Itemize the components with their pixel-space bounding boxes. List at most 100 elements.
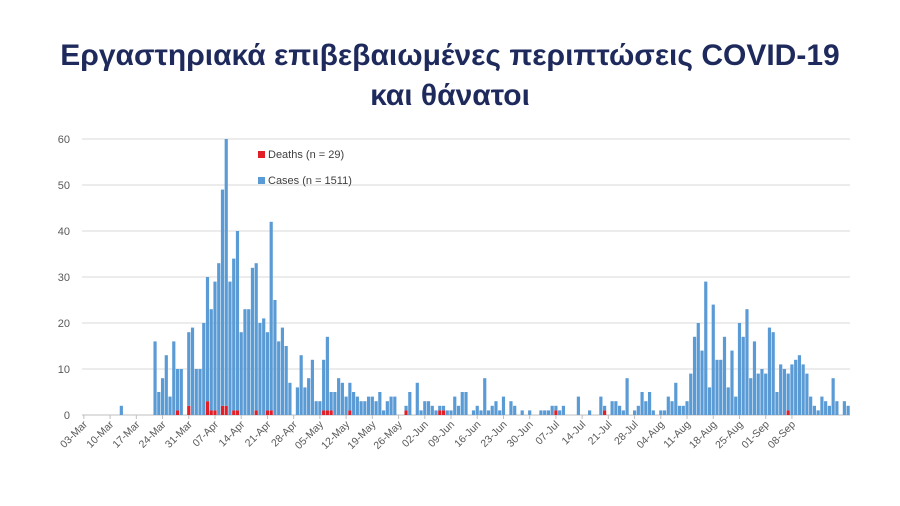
x-tick-label: 10-Mar (84, 418, 116, 450)
bar-cases (247, 309, 251, 415)
bar-cases (273, 300, 277, 415)
bar-cases (228, 281, 232, 415)
y-axis: 0 10 20 30 40 50 60 (58, 134, 70, 422)
bar-cases (719, 359, 723, 415)
bar-cases (217, 263, 221, 415)
bar-cases (265, 332, 270, 411)
legend: Deaths (n = 29) Cases (n = 1511) (258, 149, 352, 187)
bar-cases (647, 392, 652, 415)
bar-cases (352, 392, 356, 415)
legend-label: Deaths (n = 29) (268, 149, 344, 161)
bar-cases (340, 382, 344, 415)
bar-cases (794, 359, 798, 415)
x-tick-label: 08-Sep (766, 419, 799, 452)
bar-cases (651, 410, 655, 415)
bar-cases (337, 378, 341, 415)
bar-cases (490, 405, 494, 415)
bar-cases (404, 405, 408, 411)
x-tick-label: 14-Jul (560, 419, 589, 448)
bar-cases (333, 392, 337, 415)
bar-cases (322, 359, 326, 411)
bar-cases (415, 382, 419, 415)
bar-deaths (175, 410, 180, 415)
bar-cases (232, 258, 236, 411)
bar-deaths (235, 410, 240, 415)
bar-cases (681, 405, 685, 415)
bar-cases (752, 341, 757, 415)
bar-cases (550, 405, 554, 415)
bar-cases (359, 401, 363, 415)
bar-cases (475, 405, 479, 415)
bar-cases (498, 410, 502, 415)
bar-cases (632, 410, 637, 415)
bar-cases (696, 323, 700, 415)
bar-cases (175, 369, 180, 411)
bar-cases (674, 382, 678, 415)
bar-cases (299, 355, 303, 415)
bar-deaths (786, 410, 790, 415)
bar-cases (190, 327, 195, 415)
x-tick-label: 24-Mar (137, 418, 169, 450)
y-tick-label: 40 (58, 226, 70, 238)
y-tick-label: 20 (58, 318, 70, 330)
bar-deaths (232, 410, 236, 415)
bar-cases (239, 332, 243, 415)
bar-cases (790, 364, 794, 415)
bar-cases (659, 410, 663, 415)
y-tick-label: 10 (58, 364, 70, 376)
bar-cases (756, 373, 760, 415)
x-tick-label: 09-Jun (426, 419, 457, 450)
bar-cases (539, 410, 543, 415)
bar-cases (168, 396, 172, 415)
y-tick-label: 30 (58, 272, 70, 284)
bar-cases (393, 396, 397, 415)
bar-cases (220, 189, 225, 406)
bar-cases (378, 392, 382, 415)
x-tick-label: 02-Jun (400, 419, 431, 450)
bar-deaths (325, 410, 329, 415)
bar-cases (344, 396, 348, 415)
bar-cases (389, 396, 393, 415)
bar-cases (835, 401, 839, 415)
x-tick-label: 01-Sep (739, 419, 772, 452)
bar-cases (614, 401, 618, 415)
chart-title: Εργαστηριακά επιβεβαιωμένες περιπτώσεις … (0, 36, 900, 116)
bar-cases (692, 336, 697, 415)
x-tick-label: 04-Aug (635, 419, 668, 452)
bar-cases (254, 263, 258, 411)
bar-cases (722, 336, 727, 415)
bar-cases (689, 373, 693, 415)
bar-cases (460, 392, 464, 415)
bar-cases (700, 350, 704, 415)
bar-cases (846, 405, 850, 415)
bar-cases (666, 396, 670, 415)
bar-deaths (322, 410, 326, 415)
bar-cases (745, 309, 749, 415)
bar-cases (423, 401, 427, 415)
bar-cases (198, 369, 202, 415)
bar-deaths (224, 405, 228, 415)
bar-cases (618, 405, 622, 415)
x-tick-label: 21-Apr (243, 418, 274, 449)
bar-cases (779, 364, 783, 415)
bar-cases (280, 327, 285, 415)
bar-cases (786, 373, 790, 411)
bar-deaths (554, 410, 558, 415)
bar-cases (471, 410, 476, 415)
bar-cases (644, 401, 648, 415)
bar-cases (561, 405, 565, 415)
bar-cases (194, 369, 198, 415)
bar-cases (434, 410, 438, 415)
bar-cases (767, 327, 772, 415)
bar-cases (827, 405, 831, 415)
bar-cases (501, 396, 506, 415)
bar-cases (558, 410, 562, 415)
bar-cases (749, 378, 753, 415)
x-tick-label: 26-May (371, 418, 405, 452)
x-tick-label: 11-Aug (661, 419, 693, 451)
x-tick-label: 14-Apr (217, 418, 248, 449)
bar-cases (348, 382, 352, 411)
bar-cases (483, 378, 487, 415)
bar-cases (235, 231, 240, 411)
